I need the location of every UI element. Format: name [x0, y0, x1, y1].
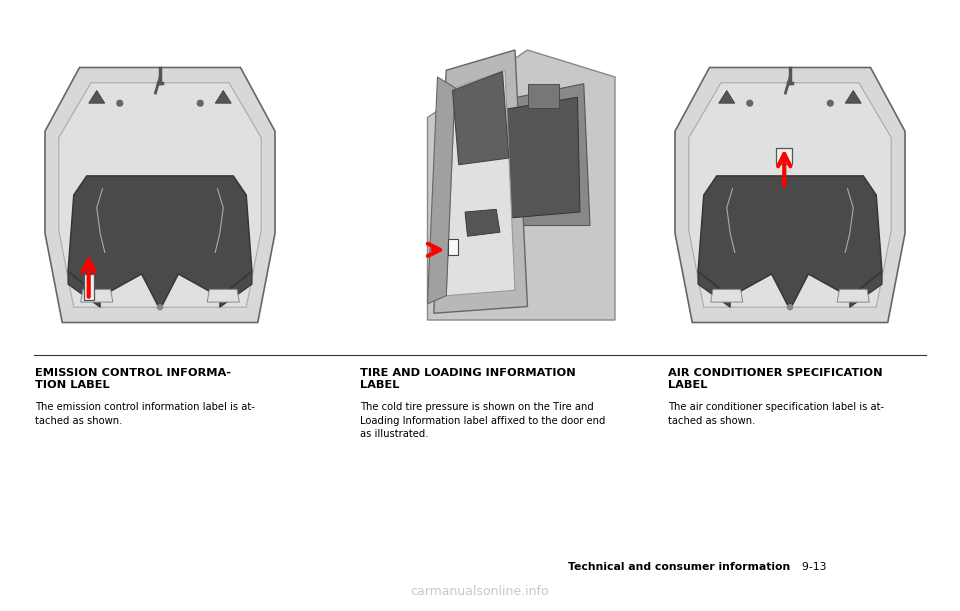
Circle shape [157, 305, 162, 310]
Polygon shape [81, 290, 113, 302]
Polygon shape [452, 71, 509, 165]
Polygon shape [465, 210, 500, 236]
Polygon shape [719, 90, 734, 103]
Polygon shape [446, 70, 515, 296]
Bar [527, 84, 559, 108]
Polygon shape [220, 271, 252, 307]
Text: carmanualsonline.info: carmanualsonline.info [411, 585, 549, 598]
Circle shape [117, 100, 123, 106]
Bar [447, 239, 458, 255]
Polygon shape [698, 176, 882, 310]
Polygon shape [207, 290, 239, 302]
Polygon shape [45, 67, 275, 323]
Polygon shape [427, 50, 615, 320]
Circle shape [198, 100, 204, 106]
Text: The air conditioner specification label is at-
tached as shown.: The air conditioner specification label … [668, 402, 884, 426]
Text: The emission control information label is at-
tached as shown.: The emission control information label i… [35, 402, 254, 426]
Polygon shape [434, 50, 527, 313]
Circle shape [747, 100, 753, 106]
Polygon shape [427, 77, 455, 304]
Polygon shape [68, 271, 100, 307]
Polygon shape [477, 84, 590, 225]
Circle shape [787, 305, 793, 310]
Text: AIR CONDITIONER SPECIFICATION
LABEL: AIR CONDITIONER SPECIFICATION LABEL [668, 368, 882, 390]
Text: TIRE AND LOADING INFORMATION
LABEL: TIRE AND LOADING INFORMATION LABEL [360, 368, 576, 390]
Polygon shape [496, 97, 580, 219]
Polygon shape [59, 83, 261, 307]
Text: 9-13: 9-13 [795, 562, 827, 572]
Polygon shape [215, 90, 231, 103]
Text: The cold tire pressure is shown on the Tire and
Loading Information label affixe: The cold tire pressure is shown on the T… [360, 402, 606, 439]
Polygon shape [837, 290, 870, 302]
Text: Technical and consumer information: Technical and consumer information [567, 562, 790, 572]
Polygon shape [845, 90, 861, 103]
Polygon shape [68, 176, 252, 310]
Bar [84, 274, 94, 299]
Text: EMISSION CONTROL INFORMA-
TION LABEL: EMISSION CONTROL INFORMA- TION LABEL [35, 368, 231, 390]
Polygon shape [88, 90, 105, 103]
Polygon shape [698, 271, 731, 307]
Polygon shape [850, 271, 882, 307]
Circle shape [828, 100, 833, 106]
Polygon shape [688, 83, 891, 307]
Polygon shape [710, 290, 743, 302]
Bar [777, 148, 792, 164]
Polygon shape [675, 67, 905, 323]
